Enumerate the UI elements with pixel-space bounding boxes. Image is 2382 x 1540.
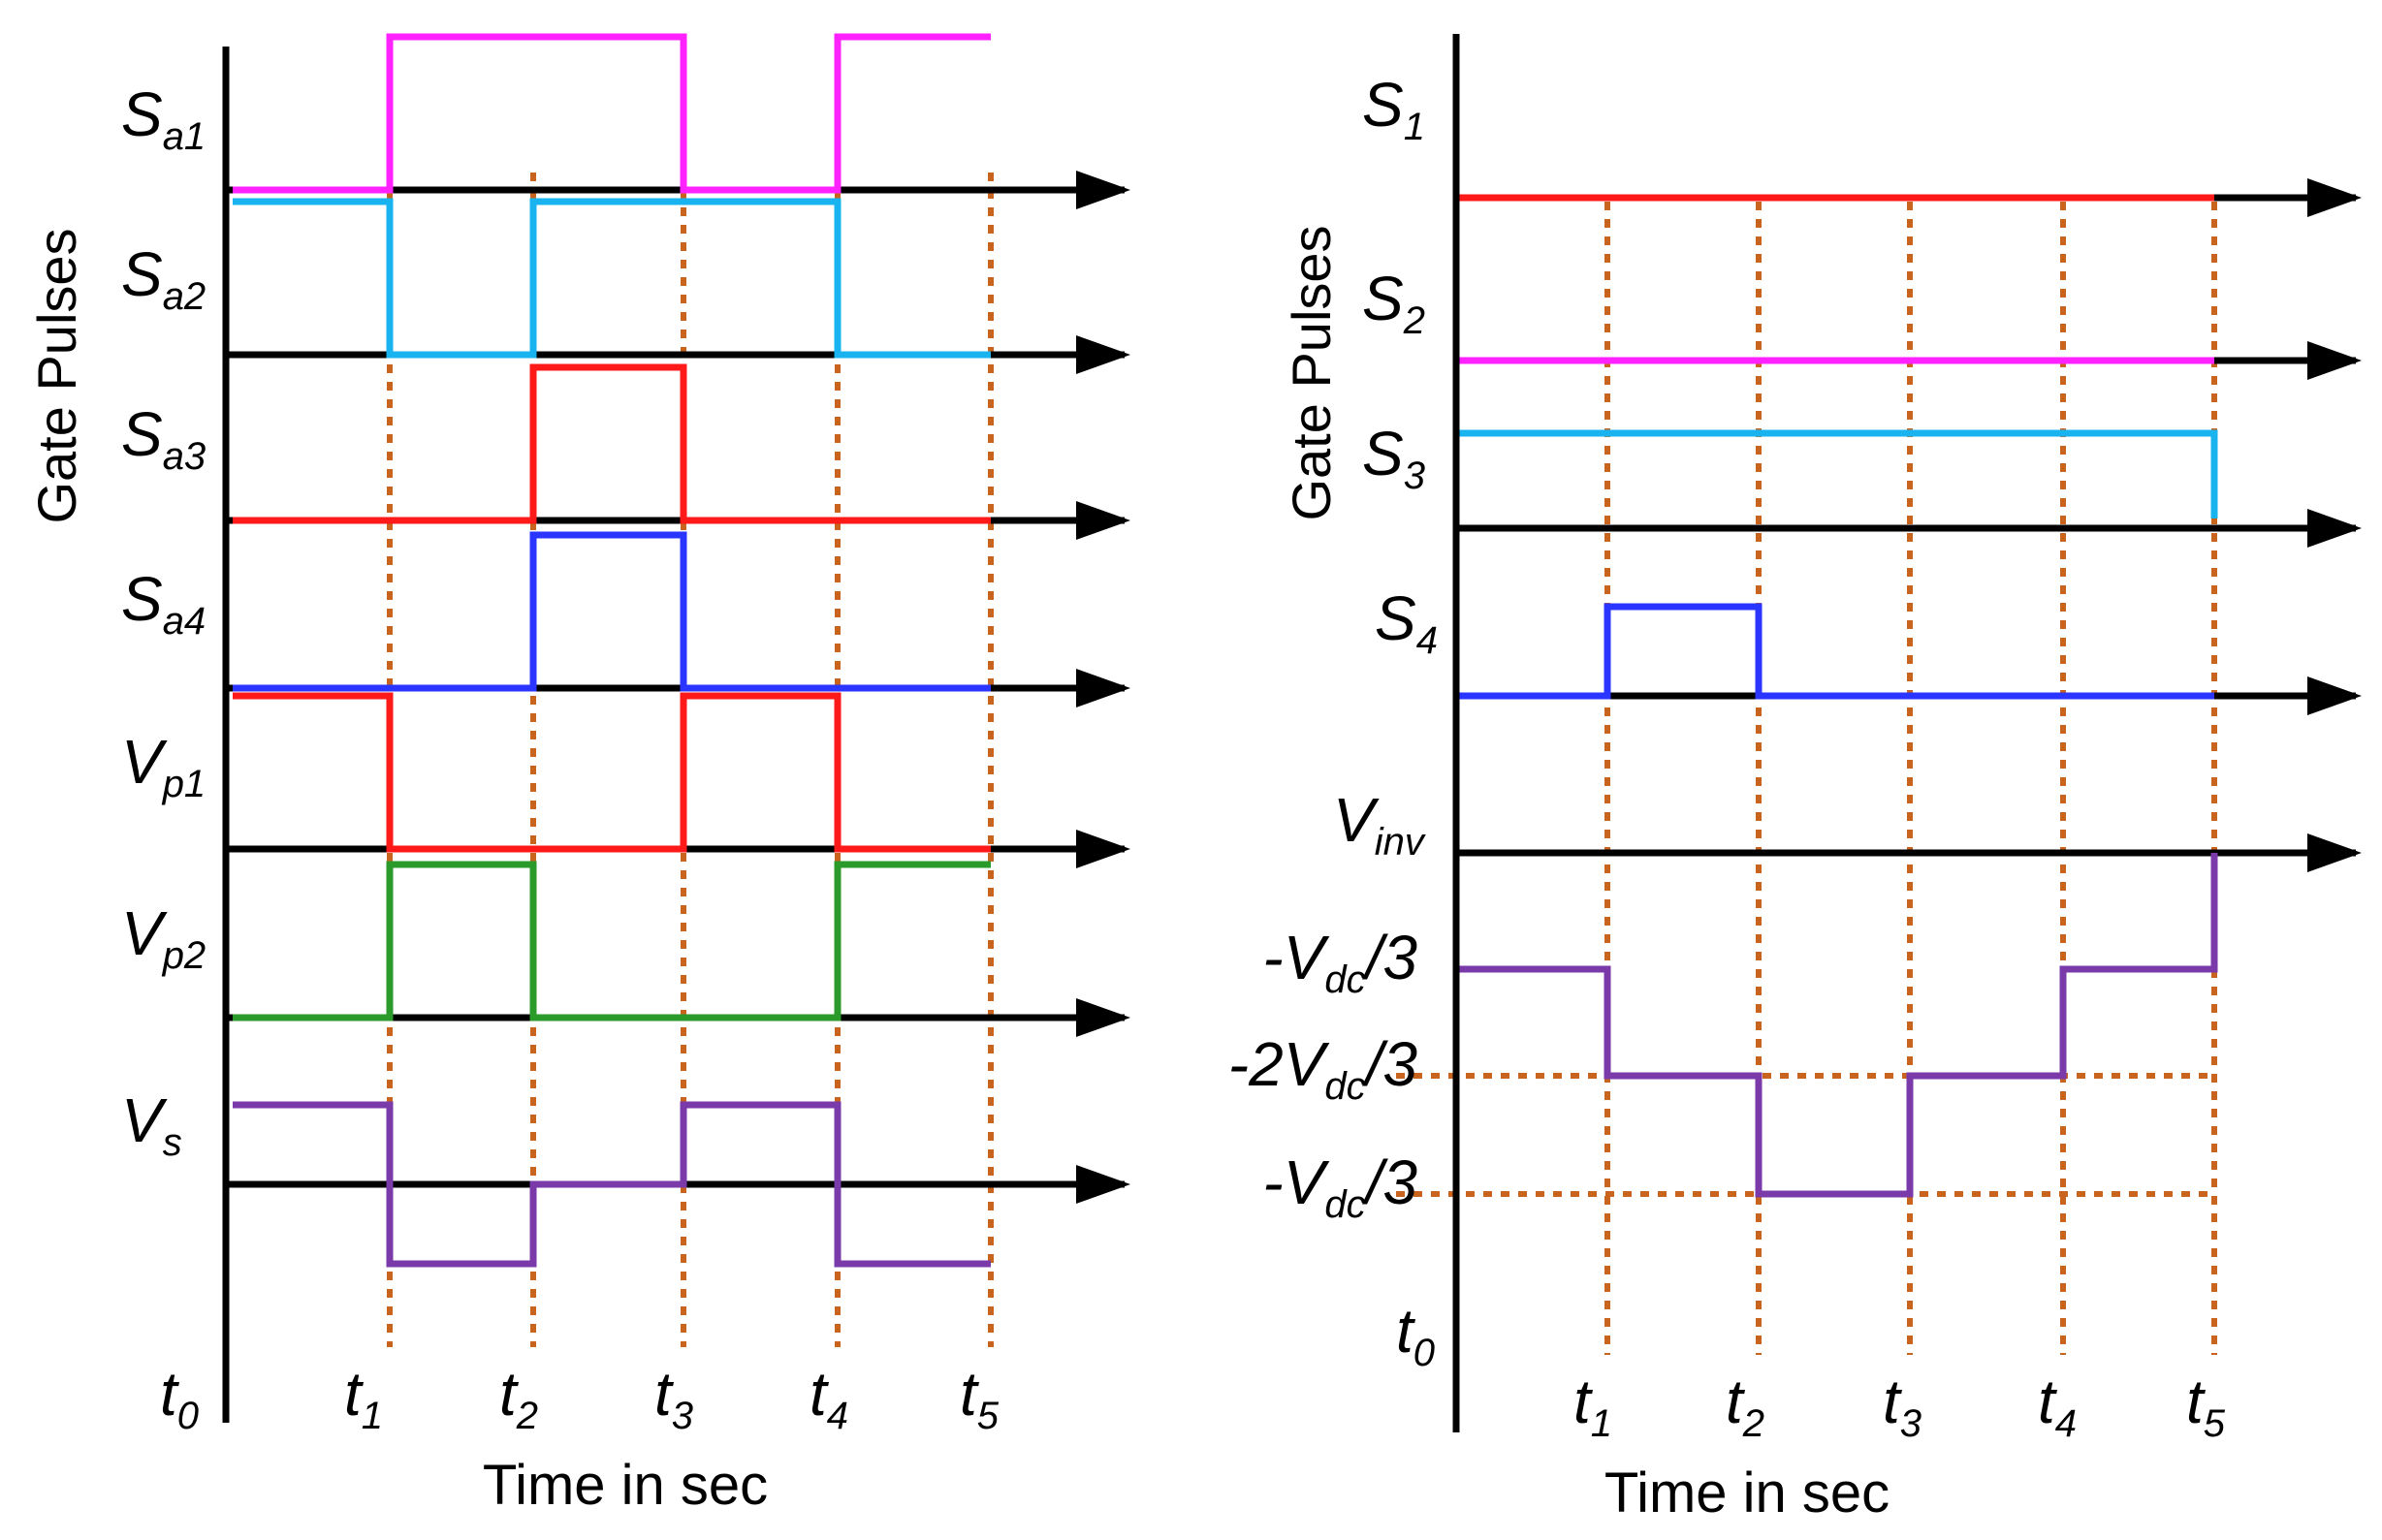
right-label-Vinv: Vinv (1333, 785, 1426, 864)
right-time-t0: t0 (1396, 1296, 1435, 1374)
left-time-t3: t3 (654, 1359, 693, 1437)
right-label-S1: S1 (1362, 70, 1425, 148)
left-label-Vp1: Vp1 (121, 727, 206, 805)
right-label-S4: S4 (1375, 583, 1438, 662)
left-label-Sa4: Sa4 (121, 564, 206, 643)
left-label-Vs: Vs (121, 1085, 182, 1164)
right-timing-panel: S1 S2 S3 S4 Vinv -Vdc/3 -2Vdc/3 -Vdc/3 t0 t1 t2 t3… (1228, 34, 2362, 1524)
right-level-label-3: -Vdc/3 (1262, 1147, 1417, 1226)
right-wave-S4 (1456, 603, 2214, 700)
left-time-guides (387, 173, 994, 1347)
left-label-Vp2: Vp2 (121, 898, 206, 977)
left-wave-Vs (233, 1101, 991, 1268)
right-time-t4: t4 (2038, 1367, 2077, 1445)
right-time-guides (1396, 202, 2217, 1355)
right-level-label-2: -2Vdc/3 (1228, 1029, 1418, 1108)
left-time-t5: t5 (960, 1359, 1000, 1437)
left-label-Sa3: Sa3 (121, 399, 206, 478)
right-y-axis-label: Gate Pulses (1281, 225, 1342, 520)
left-time-t0: t0 (160, 1359, 199, 1437)
left-wave-Vp1 (233, 692, 991, 853)
right-time-t2: t2 (1726, 1367, 1764, 1445)
left-wave-Vp2 (233, 861, 991, 1021)
left-timing-panel: Sa1 Sa2 Sa3 Sa4 Vp1 Vp2 Vs t0 t1 t2 t3 t4 t5 Gate P… (26, 33, 1130, 1517)
left-wave-Sa1 (233, 33, 991, 194)
right-time-t5: t5 (2186, 1367, 2226, 1445)
right-waveforms (1452, 194, 2218, 1198)
left-wave-Sa2 (233, 198, 991, 359)
left-y-axis-label: Gate Pulses (26, 228, 87, 523)
left-label-Sa1: Sa1 (121, 79, 206, 158)
left-time-t4: t4 (810, 1359, 848, 1437)
right-signal-axes (1456, 178, 2362, 872)
right-x-axis-label: Time in sec (1604, 1461, 1890, 1524)
right-label-S3: S3 (1362, 419, 1425, 497)
right-signal-labels: S1 S2 S3 S4 Vinv -Vdc/3 -2Vdc/3 -Vdc/3 (1228, 70, 1438, 1226)
left-wave-Sa3 (233, 363, 991, 524)
right-wave-S3 (1456, 429, 2218, 519)
right-time-t3: t3 (1883, 1367, 1921, 1445)
left-waveforms (233, 33, 991, 1268)
left-time-t1: t1 (344, 1359, 383, 1437)
right-time-t1: t1 (1573, 1367, 1612, 1445)
left-time-labels: t0 t1 t2 t3 t4 t5 (160, 1359, 1000, 1437)
left-x-axis-label: Time in sec (483, 1454, 768, 1517)
right-wave-Vinv (1452, 853, 2218, 1198)
right-level-label-1: -Vdc/3 (1262, 923, 1417, 1001)
left-label-Sa2: Sa2 (121, 239, 206, 318)
right-time-labels: t0 t1 t2 t3 t4 t5 (1396, 1296, 2226, 1445)
left-wave-Sa4 (233, 531, 991, 692)
right-label-S2: S2 (1362, 264, 1425, 342)
left-signal-labels: Sa1 Sa2 Sa3 Sa4 Vp1 Vp2 Vs (121, 79, 206, 1164)
left-time-t2: t2 (499, 1359, 538, 1437)
